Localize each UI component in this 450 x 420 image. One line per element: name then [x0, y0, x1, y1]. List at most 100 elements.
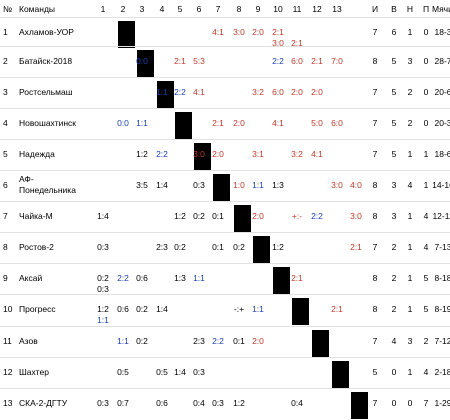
score-cell: 4:1 [212, 27, 224, 37]
stat-played: 7 [372, 87, 378, 97]
team-number: 13 [3, 398, 13, 408]
stat-lost: 0 [423, 56, 429, 66]
stat-drawn: 2 [407, 87, 413, 97]
score-cell: 1:2 [174, 211, 186, 221]
stat-drawn: 1 [407, 367, 413, 377]
header-stat-2: Н [406, 4, 414, 14]
header-stat-0: И [371, 4, 379, 14]
stat-won: 0 [391, 367, 397, 377]
team-number: 10 [3, 304, 13, 314]
self-match-block [213, 174, 230, 201]
team-name: Чайка-М [19, 211, 53, 221]
score-cell: 0:2 [136, 304, 148, 314]
stat-goals: 28-7 [434, 56, 450, 66]
stat-drawn: 1 [407, 273, 413, 283]
stat-won: 2 [391, 242, 397, 252]
header-col-4: 4 [159, 4, 165, 14]
row-divider [0, 46, 450, 47]
score-cell: 1:4 [156, 180, 168, 190]
score-cell: 2:1 [212, 118, 224, 128]
score-cell: 4:1 [193, 87, 205, 97]
score-cell: 3:0 [193, 149, 205, 159]
team-name: Ростов-2 [19, 242, 54, 252]
score-cell: 2:0 [233, 118, 245, 128]
score-cell: 0:6 [156, 398, 168, 408]
score-cell: 2:1 [291, 38, 303, 48]
stat-played: 8 [372, 56, 378, 66]
header-col-3: 3 [139, 4, 145, 14]
stat-won: 2 [391, 304, 397, 314]
stat-lost: 4 [423, 367, 429, 377]
header-col-8: 8 [236, 4, 242, 14]
team-name: АФ- [19, 174, 34, 184]
score-cell: 0:3 [193, 367, 205, 377]
self-match-block [292, 298, 309, 325]
stat-played: 7 [372, 118, 378, 128]
row-divider [0, 388, 450, 389]
score-cell: 3:1 [252, 149, 264, 159]
score-cell: 2:0 [291, 87, 303, 97]
team-name: Шахтер [19, 367, 49, 377]
stat-won: 6 [391, 27, 397, 37]
stat-goals: 20-3 [434, 118, 450, 128]
score-cell: 2:1 [350, 242, 362, 252]
score-cell: 5:0 [311, 118, 323, 128]
header-col-11: 11 [292, 4, 302, 14]
team-number: 12 [3, 367, 13, 377]
stat-played: 8 [372, 273, 378, 283]
team-name: Азов [19, 336, 38, 346]
row-divider [0, 294, 450, 295]
score-cell: 0:0 [117, 118, 129, 128]
score-cell: 1:1 [193, 273, 205, 283]
score-cell: 1:4 [156, 304, 168, 314]
score-cell: 0:3 [97, 284, 109, 294]
team-name: Аксай [19, 273, 43, 283]
row-divider [0, 357, 450, 358]
header-stat-4: Мячи [432, 4, 450, 14]
stat-goals: 8-18 [434, 273, 450, 283]
stat-won: 2 [391, 273, 397, 283]
stat-drawn: 1 [407, 149, 413, 159]
team-number: 4 [3, 118, 8, 128]
stat-lost: 1 [423, 149, 429, 159]
score-cell: 0:2 [97, 273, 109, 283]
stat-lost: 4 [423, 242, 429, 252]
self-match-block [253, 236, 270, 263]
self-match-block [157, 81, 174, 108]
score-cell: 0:1 [212, 242, 224, 252]
score-cell: 0:3 [97, 398, 109, 408]
row-divider [0, 17, 450, 18]
score-cell: 3:0 [350, 211, 362, 221]
score-cell: 1:1 [136, 118, 148, 128]
score-cell: 1:1 [97, 315, 109, 325]
row-divider [0, 263, 450, 264]
stat-goals: 12-11 [432, 211, 450, 221]
stat-drawn: 1 [407, 304, 413, 314]
score-cell: 3:2 [252, 87, 264, 97]
score-cell: 0:2 [174, 242, 186, 252]
score-cell: 0:2 [136, 336, 148, 346]
stat-won: 4 [391, 336, 397, 346]
header-col-12: 12 [312, 4, 322, 14]
score-cell: 2:1 [174, 56, 186, 66]
team-number: 2 [3, 56, 8, 66]
score-cell: 2:2 [156, 149, 168, 159]
self-match-block [194, 143, 211, 170]
score-cell: 2:1 [331, 304, 343, 314]
stat-drawn: 1 [407, 242, 413, 252]
score-cell: 2:2 [212, 336, 224, 346]
score-cell: 2:3 [156, 242, 168, 252]
team-name: Ахламов-УОР [19, 27, 74, 37]
stat-played: 7 [372, 242, 378, 252]
stat-lost: 5 [423, 304, 429, 314]
score-cell: 6:0 [272, 87, 284, 97]
score-cell: 5:3 [193, 56, 205, 66]
score-cell: 2:0 [252, 27, 264, 37]
score-cell: 1:2 [97, 304, 109, 314]
team-number: 7 [3, 211, 8, 221]
score-cell: 2:2 [272, 56, 284, 66]
score-cell: 4:0 [350, 180, 362, 190]
team-name-line2: Понедельника [19, 185, 76, 195]
header-col-13: 13 [332, 4, 342, 14]
